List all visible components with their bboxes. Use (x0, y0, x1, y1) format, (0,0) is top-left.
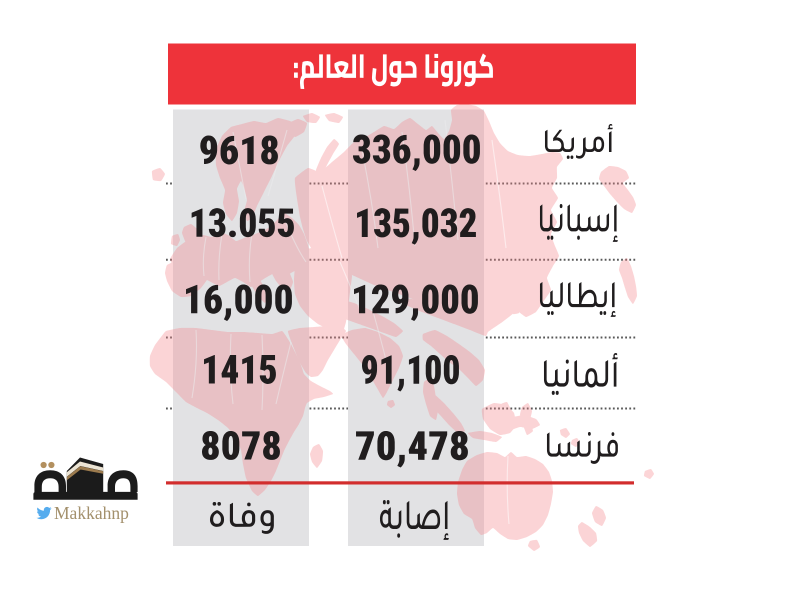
svg-text:Makkahnp: Makkahnp (54, 503, 129, 523)
